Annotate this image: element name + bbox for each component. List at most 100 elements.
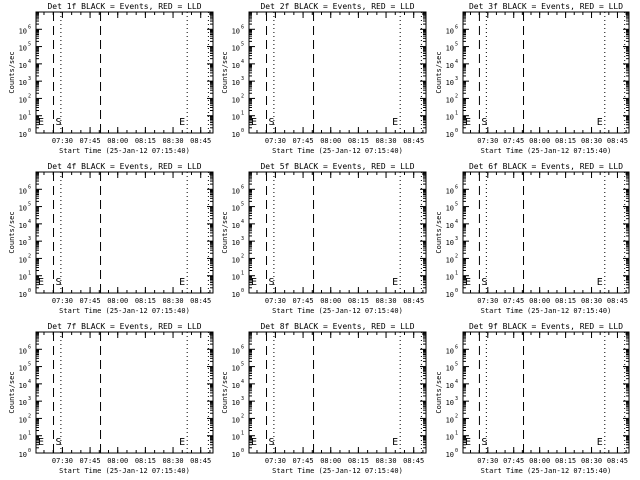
y-tick-label: 10 2 [232,413,244,424]
x-tick-label: 08:15 [555,137,576,145]
y-tick-exponent: 5 [28,42,31,48]
x-tick-label: 08:30 [581,297,602,305]
y-tick-exponent: 5 [241,362,244,368]
x-tick-label: 08:45 [190,137,211,145]
x-tick-label: 08:45 [607,297,628,305]
y-axis-label: Counts/sec [221,51,229,93]
x-tick-label: 07:30 [477,457,498,465]
y-tick-base: 10 [446,434,454,442]
y-tick-label: 10 4 [232,219,244,230]
y-tick-base: 10 [232,451,240,459]
y-tick-label: 10 0 [232,288,244,299]
y-tick-label: 10 0 [446,448,458,459]
y-tick-label: 10 5 [232,202,244,213]
y-tick-base: 10 [446,187,454,195]
y-tick-exponent: 2 [455,413,458,419]
x-tick-label: 08:00 [107,457,128,465]
y-tick-exponent: 6 [241,184,244,190]
y-tick-label: 10 6 [446,344,458,355]
y-tick-base: 10 [19,256,27,264]
y-tick-label: 10 3 [19,396,31,407]
y-tick-base: 10 [19,451,27,459]
y-tick-exponent: 6 [28,344,31,350]
y-tick-label: 10 0 [19,448,31,459]
x-tick-label: 08:30 [163,457,184,465]
x-tick-label: 07:30 [265,137,286,145]
y-tick-exponent: 6 [455,344,458,350]
y-tick-label: 10 4 [446,59,458,70]
y-tick-base: 10 [446,96,454,104]
plot-frame [35,11,214,134]
y-tick-exponent: 3 [241,396,244,402]
y-tick-base: 10 [19,222,27,230]
y-tick-exponent: 4 [455,59,458,65]
y-tick-exponent: 6 [455,184,458,190]
y-tick-exponent: 2 [241,253,244,259]
x-tick-label: 08:45 [403,137,424,145]
y-tick-exponent: 4 [28,59,31,65]
y-tick-base: 10 [232,62,240,70]
panel-title: Det 2f BLACK = Events, RED = LLD [260,2,414,11]
x-tick-label: 08:30 [163,137,184,145]
y-tick-label: 10 0 [19,128,31,139]
x-tick-label: 07:45 [80,297,101,305]
y-tick-base: 10 [19,239,27,247]
y-tick-exponent: 5 [241,202,244,208]
x-axis-label: Start Time (25-Jan-12 07:15:40) [272,147,403,155]
y-tick-exponent: 2 [455,93,458,99]
y-tick-label: 10 2 [446,253,458,264]
y-tick-exponent: 4 [241,379,244,385]
y-tick-label: 10 1 [232,431,244,442]
y-tick-label: 10 5 [446,202,458,213]
y-tick-exponent: 6 [241,24,244,30]
y-tick-base: 10 [232,434,240,442]
y-tick-base: 10 [19,434,27,442]
y-tick-exponent: 3 [28,396,31,402]
y-tick-exponent: 0 [241,288,244,294]
panel-title: Det 1f BLACK = Events, RED = LLD [47,2,201,11]
x-tick-label: 08:30 [376,457,397,465]
y-tick-base: 10 [19,274,27,282]
end-marker-label: E [465,437,471,448]
x-tick-label: 07:45 [80,137,101,145]
start-marker-label: S [269,117,275,128]
y-tick-exponent: 3 [241,236,244,242]
x-tick-label: 07:45 [503,137,524,145]
y-tick-label: 10 1 [232,111,244,122]
y-tick-base: 10 [19,365,27,373]
y-tick-exponent: 1 [28,111,31,117]
y-tick-base: 10 [19,114,27,122]
y-tick-label: 10 2 [446,93,458,104]
y-tick-exponent: 2 [241,413,244,419]
y-axis-label: Counts/sec [221,211,229,253]
y-tick-base: 10 [232,347,240,355]
x-tick-label: 08:00 [320,297,341,305]
plot-frame [248,11,427,134]
y-tick-exponent: 3 [455,396,458,402]
y-tick-label: 10 0 [232,128,244,139]
y-axis-label: Counts/sec [435,211,443,253]
y-tick-label: 10 6 [19,184,31,195]
y-tick-exponent: 5 [28,362,31,368]
y-tick-label: 10 5 [19,42,31,53]
y-tick-label: 10 6 [232,184,244,195]
end-marker-label: E [251,117,257,128]
x-tick-label: 07:45 [503,297,524,305]
y-tick-base: 10 [446,382,454,390]
y-tick-label: 10 3 [446,76,458,87]
y-tick-label: 10 0 [446,288,458,299]
y-tick-base: 10 [446,451,454,459]
y-tick-label: 10 5 [232,42,244,53]
y-tick-base: 10 [19,45,27,53]
x-tick-label: 07:45 [293,297,314,305]
x-tick-label: 08:45 [403,297,424,305]
x-axis-label: Start Time (25-Jan-12 07:15:40) [272,467,403,475]
x-tick-label: 07:30 [52,137,73,145]
end-marker-label: E [251,277,257,288]
y-tick-label: 10 3 [19,236,31,247]
